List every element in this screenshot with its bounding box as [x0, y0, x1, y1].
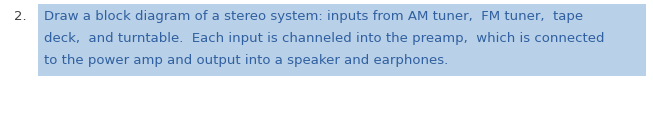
Text: to the power amp and output into a speaker and earphones.: to the power amp and output into a speak… [44, 54, 448, 67]
Text: 2.: 2. [14, 10, 27, 23]
Text: Draw a block diagram of a stereo system: inputs from AM tuner,  FM tuner,  tape: Draw a block diagram of a stereo system:… [44, 10, 583, 23]
Text: deck,  and turntable.  Each input is channeled into the preamp,  which is connec: deck, and turntable. Each input is chann… [44, 32, 605, 45]
Bar [38, 4, 646, 76]
